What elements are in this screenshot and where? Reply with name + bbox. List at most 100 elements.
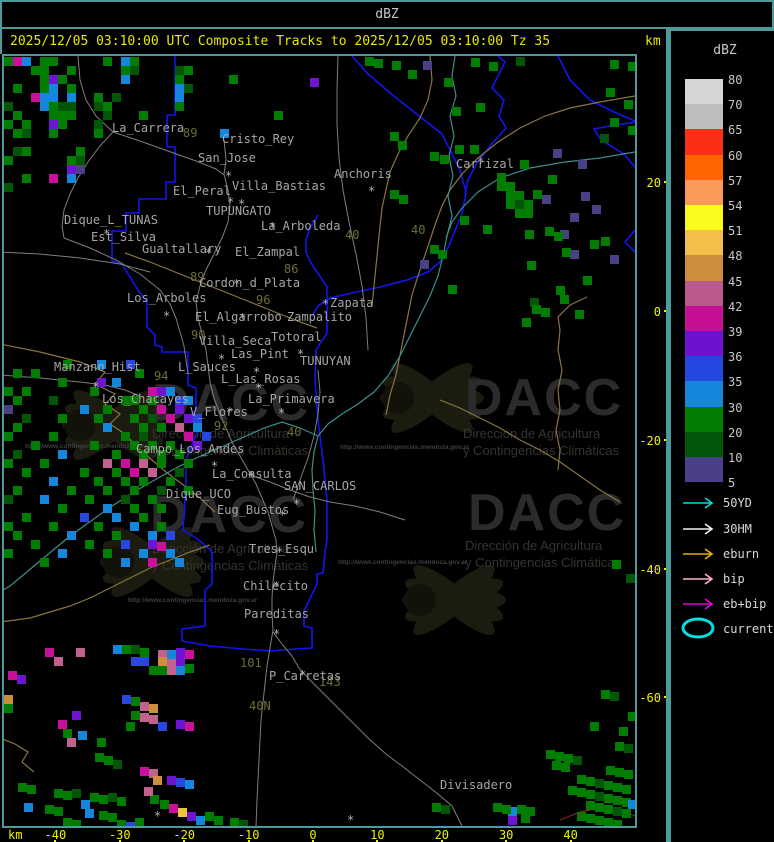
- radar-echo-cell: [67, 93, 76, 102]
- radar-echo-cell: [157, 450, 166, 459]
- radar-echo-cell: [76, 156, 85, 165]
- radar-echo-cell: [117, 797, 126, 806]
- track-legend-item: 30HM: [671, 521, 774, 537]
- radar-echo-cell: [392, 61, 401, 70]
- radar-echo-cell: [130, 66, 139, 75]
- radar-echo-cell: [4, 695, 13, 704]
- radar-echo-cell: [4, 387, 13, 396]
- radar-echo-cell: [613, 820, 622, 826]
- place-label: Eug_Bustos: [217, 503, 289, 517]
- scale-band: [685, 179, 723, 205]
- x-tick-mark: [54, 840, 57, 842]
- radar-echo-cell: [49, 75, 58, 84]
- radar-echo-cell: [166, 549, 175, 558]
- radar-echo-cell: [104, 756, 113, 765]
- radar-echo-cell: [595, 792, 604, 801]
- scale-band: [685, 255, 723, 281]
- route-line: [385, 95, 635, 416]
- radar-echo-cell: [624, 100, 633, 109]
- radar-echo-cell: [94, 93, 103, 102]
- radar-echo-cell: [4, 156, 13, 165]
- radar-echo-cell: [541, 308, 550, 317]
- radar-echo-cell: [103, 486, 112, 495]
- radar-echo-cell: [628, 712, 635, 721]
- x-tick-label: -40: [44, 828, 67, 842]
- route-line: [371, 56, 433, 307]
- radar-echo-cell: [622, 798, 631, 807]
- radar-echo-cell: [63, 729, 72, 738]
- radar-echo-cell: [175, 423, 184, 432]
- radar-echo-cell: [515, 209, 524, 218]
- radar-echo-cell: [489, 62, 498, 71]
- radar-echo-cell: [546, 750, 555, 759]
- place-label: Tres_Esqu: [249, 542, 314, 556]
- radar-echo-cell: [22, 468, 31, 477]
- radar-echo-cell: [153, 776, 162, 785]
- road-number-label: 40: [411, 223, 425, 237]
- radar-echo-cell: [158, 650, 167, 659]
- road-number-label: 40: [345, 228, 359, 242]
- radar-echo-cell: [595, 779, 604, 788]
- radar-echo-cell: [140, 657, 149, 666]
- radar-echo-cell: [121, 57, 130, 66]
- radar-echo-cell: [24, 803, 33, 812]
- legend-title: dBZ: [713, 43, 737, 58]
- radar-map[interactable]: DACC Dirección de Agricultura y Contingenc…: [2, 54, 637, 828]
- radar-echo-cell: [4, 432, 13, 441]
- scale-label: 51: [728, 224, 743, 239]
- radar-echo-cell: [72, 789, 81, 798]
- radar-echo-cell: [166, 441, 175, 450]
- town-marker: *: [233, 277, 240, 291]
- radar-echo-cell: [545, 227, 554, 236]
- radar-echo-cell: [130, 57, 139, 66]
- place-label: Totoral: [271, 330, 322, 344]
- radar-echo-cell: [390, 132, 399, 141]
- radar-echo-cell: [157, 423, 166, 432]
- y-tick-label: 0: [653, 305, 661, 319]
- radar-echo-cell: [112, 378, 121, 387]
- radar-echo-cell: [40, 102, 49, 111]
- radar-echo-cell: [185, 650, 194, 659]
- radar-echo-cell: [103, 504, 112, 513]
- radar-echo-cell: [94, 129, 103, 138]
- radar-echo-cell: [604, 794, 613, 803]
- radar-echo-cell: [67, 84, 76, 93]
- radar-echo-cell: [420, 260, 429, 269]
- radar-echo-cell: [72, 711, 81, 720]
- legend-panel: dBZ 80 70 65 60 57 54 51 48 45 42 39 36 35 30 20 10 5 50…: [666, 29, 774, 842]
- place-label: Dique_UCO: [166, 487, 231, 501]
- radar-echo-cell: [121, 459, 130, 468]
- radar-echo-cell: [184, 396, 193, 405]
- radar-echo-cell: [628, 126, 635, 135]
- radar-echo-cell: [90, 793, 99, 802]
- radar-echo-cell: [58, 450, 67, 459]
- radar-echo-cell: [63, 791, 72, 800]
- svg-text:DACC: DACC: [468, 484, 626, 542]
- place-label: Zapata: [330, 296, 373, 310]
- radar-echo-cell: [229, 75, 238, 84]
- radar-echo-cell: [214, 816, 223, 825]
- radar-echo-cell: [610, 692, 619, 701]
- radar-echo-cell: [432, 803, 441, 812]
- route-line: [124, 252, 318, 329]
- radar-echo-cell: [22, 147, 31, 156]
- road-number-label: 89: [183, 126, 197, 140]
- svg-text:http://www.contingencias.mendo: http://www.contingencias.mendoza.gov.ar: [338, 559, 468, 566]
- radar-echo-cell: [22, 414, 31, 423]
- radar-echo-cell: [13, 423, 22, 432]
- scale-label: 65: [728, 123, 743, 138]
- radar-echo-cell: [121, 540, 130, 549]
- town-marker: *: [322, 297, 329, 311]
- radar-echo-cell: [121, 432, 130, 441]
- svg-text:DACC: DACC: [465, 369, 623, 427]
- radar-echo-cell: [167, 650, 176, 659]
- radar-echo-cell: [530, 298, 539, 307]
- radar-echo-cell: [121, 396, 130, 405]
- track-label: 50YD: [723, 496, 752, 510]
- radar-echo-cell: [140, 767, 149, 776]
- radar-echo-cell: [600, 134, 609, 143]
- scale-band: [685, 431, 723, 457]
- radar-echo-cell: [130, 504, 139, 513]
- radar-echo-cell: [130, 468, 139, 477]
